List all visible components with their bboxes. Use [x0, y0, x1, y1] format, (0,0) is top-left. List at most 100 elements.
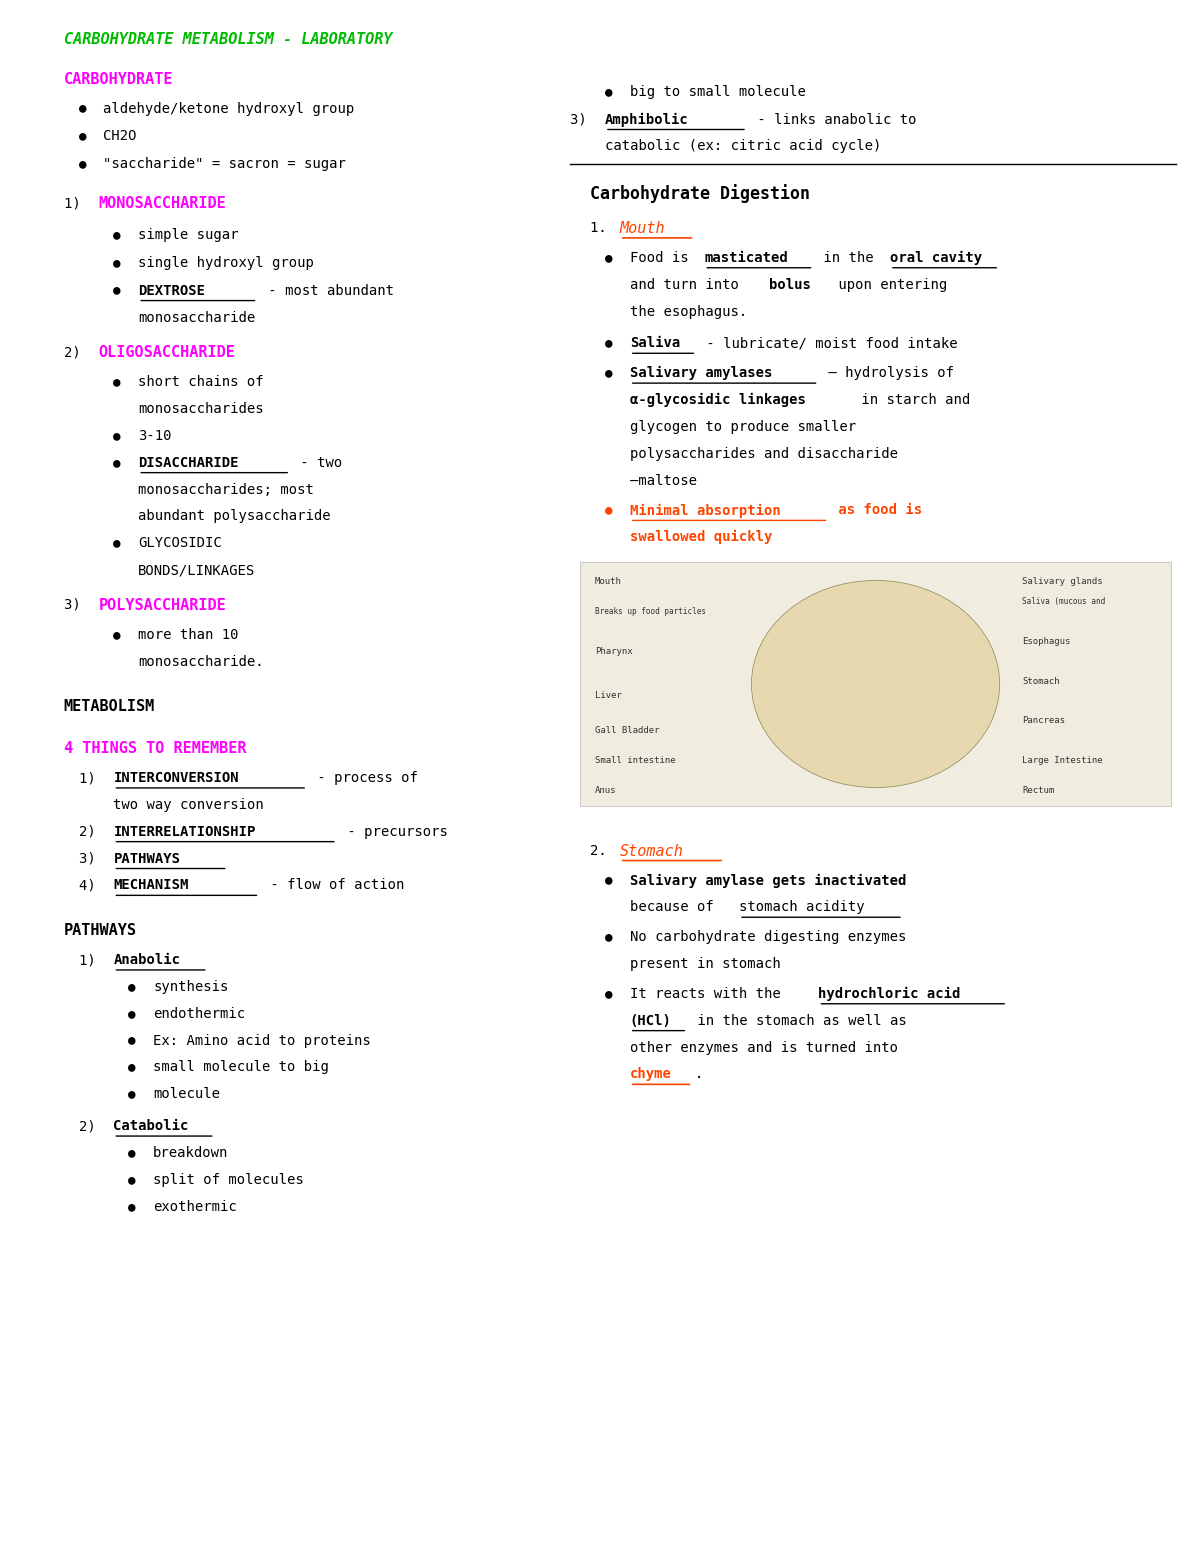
Text: monosaccharide.: monosaccharide.: [138, 655, 264, 669]
Text: - process of: - process of: [310, 770, 418, 784]
Text: POLYSACCHARIDE: POLYSACCHARIDE: [98, 598, 227, 613]
Text: Liver: Liver: [595, 691, 622, 700]
Text: ●: ●: [605, 252, 612, 264]
Text: upon entering: upon entering: [830, 278, 948, 292]
Text: - links anabolic to: - links anabolic to: [749, 112, 917, 127]
Text: stomach acidity: stomach acidity: [739, 901, 865, 915]
Text: as food is: as food is: [830, 503, 923, 517]
Text: Saliva (mucous and: Saliva (mucous and: [1022, 596, 1105, 606]
Text: GLYCOSIDIC: GLYCOSIDIC: [138, 536, 222, 550]
Text: ●: ●: [605, 873, 612, 887]
Text: ●: ●: [605, 986, 612, 1000]
Text: ●: ●: [128, 1200, 136, 1213]
Text: 2.: 2.: [590, 843, 616, 857]
Text: Catabolic: Catabolic: [114, 1120, 188, 1134]
Text: 3-10: 3-10: [138, 429, 172, 443]
Text: ●: ●: [114, 536, 121, 550]
Text: present in stomach: present in stomach: [630, 957, 780, 971]
Text: ●: ●: [114, 627, 121, 641]
Text: Minimal absorption: Minimal absorption: [630, 503, 780, 517]
Ellipse shape: [751, 581, 1000, 787]
Text: 2): 2): [79, 1120, 112, 1134]
Text: hydrochloric acid: hydrochloric acid: [818, 986, 961, 1002]
Text: ●: ●: [605, 930, 612, 943]
Text: 1): 1): [64, 196, 97, 210]
Text: DEXTROSE: DEXTROSE: [138, 284, 205, 298]
Text: Anus: Anus: [595, 786, 617, 795]
Text: CARBOHYDRATE METABOLISM - LABORATORY: CARBOHYDRATE METABOLISM - LABORATORY: [64, 33, 392, 47]
Text: monosaccharides: monosaccharides: [138, 402, 264, 416]
Text: Stomach: Stomach: [1022, 677, 1060, 685]
Text: Rectum: Rectum: [1022, 786, 1055, 795]
Text: METABOLISM: METABOLISM: [64, 699, 155, 714]
Text: Saliva: Saliva: [630, 337, 680, 351]
FancyBboxPatch shape: [580, 562, 1171, 806]
Text: Salivary amylases: Salivary amylases: [630, 367, 772, 380]
Text: .: .: [695, 1067, 703, 1081]
Text: molecule: molecule: [154, 1087, 220, 1101]
Text: No carbohydrate digesting enzymes: No carbohydrate digesting enzymes: [630, 930, 906, 944]
Text: ●: ●: [605, 503, 612, 517]
Text: Pharynx: Pharynx: [595, 646, 632, 655]
Text: because of: because of: [630, 901, 722, 915]
Text: monosaccharides; most: monosaccharides; most: [138, 483, 314, 497]
Text: MONOSACCHARIDE: MONOSACCHARIDE: [98, 196, 227, 211]
Text: Anabolic: Anabolic: [114, 954, 180, 968]
Text: two way conversion: two way conversion: [114, 798, 264, 812]
Text: - flow of action: - flow of action: [263, 879, 404, 893]
Text: 3): 3): [64, 598, 97, 612]
Text: ●: ●: [79, 129, 86, 143]
Text: DISACCHARIDE: DISACCHARIDE: [138, 455, 239, 469]
Text: ●: ●: [128, 1173, 136, 1186]
Text: 1): 1): [79, 770, 112, 784]
Text: (HCl): (HCl): [630, 1014, 672, 1028]
Text: abundant polysaccharide: abundant polysaccharide: [138, 509, 331, 523]
Text: ●: ●: [128, 980, 136, 992]
Text: BONDS/LINKAGES: BONDS/LINKAGES: [138, 564, 256, 578]
Text: ●: ●: [114, 284, 121, 297]
Text: Salivary amylase gets inactivated: Salivary amylase gets inactivated: [630, 873, 906, 888]
Text: synthesis: synthesis: [154, 980, 228, 994]
Text: CH2O: CH2O: [103, 129, 137, 143]
Text: Breaks up food particles: Breaks up food particles: [595, 607, 706, 617]
Text: 3): 3): [570, 112, 604, 127]
Text: INTERCONVERSION: INTERCONVERSION: [114, 770, 239, 784]
Text: ●: ●: [114, 376, 121, 388]
Text: Mouth: Mouth: [595, 578, 622, 585]
Text: Amphibolic: Amphibolic: [605, 112, 689, 127]
Text: and turn into: and turn into: [630, 278, 748, 292]
Text: ●: ●: [128, 1034, 136, 1047]
Text: Large Intestine: Large Intestine: [1022, 756, 1103, 766]
Text: split of molecules: split of molecules: [154, 1173, 304, 1186]
Text: the esophagus.: the esophagus.: [630, 304, 748, 318]
Text: PATHWAYS: PATHWAYS: [114, 851, 180, 865]
Text: PATHWAYS: PATHWAYS: [64, 922, 137, 938]
Text: aldehyde/ketone hydroxyl group: aldehyde/ketone hydroxyl group: [103, 101, 355, 115]
Text: - two: - two: [292, 455, 342, 469]
Text: Mouth: Mouth: [620, 221, 666, 236]
Text: 4 THINGS TO REMEMBER: 4 THINGS TO REMEMBER: [64, 741, 246, 756]
Text: Food is: Food is: [630, 252, 697, 266]
Text: ●: ●: [114, 228, 121, 241]
Text: simple sugar: simple sugar: [138, 228, 239, 242]
Text: bolus: bolus: [769, 278, 811, 292]
Text: Gall Bladder: Gall Bladder: [595, 727, 660, 735]
Text: exothermic: exothermic: [154, 1200, 236, 1214]
Text: ●: ●: [114, 455, 121, 469]
Text: ●: ●: [605, 337, 612, 349]
Text: single hydroxyl group: single hydroxyl group: [138, 256, 314, 270]
Text: ●: ●: [79, 157, 86, 171]
Text: breakdown: breakdown: [154, 1146, 228, 1160]
Text: 4): 4): [79, 879, 112, 893]
Text: Pancreas: Pancreas: [1022, 716, 1066, 725]
Text: in starch and: in starch and: [853, 393, 971, 407]
Text: ●: ●: [128, 1087, 136, 1101]
Text: MECHANISM: MECHANISM: [114, 879, 188, 893]
Text: 2): 2): [64, 345, 97, 359]
Text: ●: ●: [114, 429, 121, 443]
Text: chyme: chyme: [630, 1067, 672, 1081]
Text: Ex: Amino acid to proteins: Ex: Amino acid to proteins: [154, 1034, 371, 1048]
Text: - precursors: - precursors: [338, 825, 448, 839]
Text: Carbohydrate Digestion: Carbohydrate Digestion: [590, 185, 810, 203]
Text: – hydrolysis of: – hydrolysis of: [821, 367, 954, 380]
